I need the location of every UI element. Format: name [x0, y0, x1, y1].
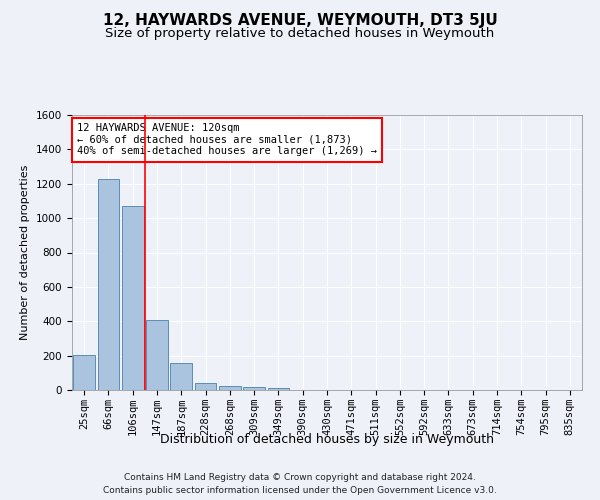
Text: Contains HM Land Registry data © Crown copyright and database right 2024.: Contains HM Land Registry data © Crown c… — [124, 472, 476, 482]
Bar — [73, 355, 95, 390]
Bar — [243, 388, 265, 390]
Y-axis label: Number of detached properties: Number of detached properties — [20, 165, 31, 340]
Text: Size of property relative to detached houses in Weymouth: Size of property relative to detached ho… — [106, 28, 494, 40]
Bar — [170, 362, 192, 390]
Bar — [219, 386, 241, 390]
Text: 12 HAYWARDS AVENUE: 120sqm
← 60% of detached houses are smaller (1,873)
40% of s: 12 HAYWARDS AVENUE: 120sqm ← 60% of deta… — [77, 123, 377, 156]
Text: Distribution of detached houses by size in Weymouth: Distribution of detached houses by size … — [160, 432, 494, 446]
Text: Contains public sector information licensed under the Open Government Licence v3: Contains public sector information licen… — [103, 486, 497, 495]
Bar — [122, 206, 143, 390]
Bar — [268, 388, 289, 390]
Text: 12, HAYWARDS AVENUE, WEYMOUTH, DT3 5JU: 12, HAYWARDS AVENUE, WEYMOUTH, DT3 5JU — [103, 12, 497, 28]
Bar — [97, 180, 119, 390]
Bar — [146, 320, 168, 390]
Bar — [194, 382, 217, 390]
